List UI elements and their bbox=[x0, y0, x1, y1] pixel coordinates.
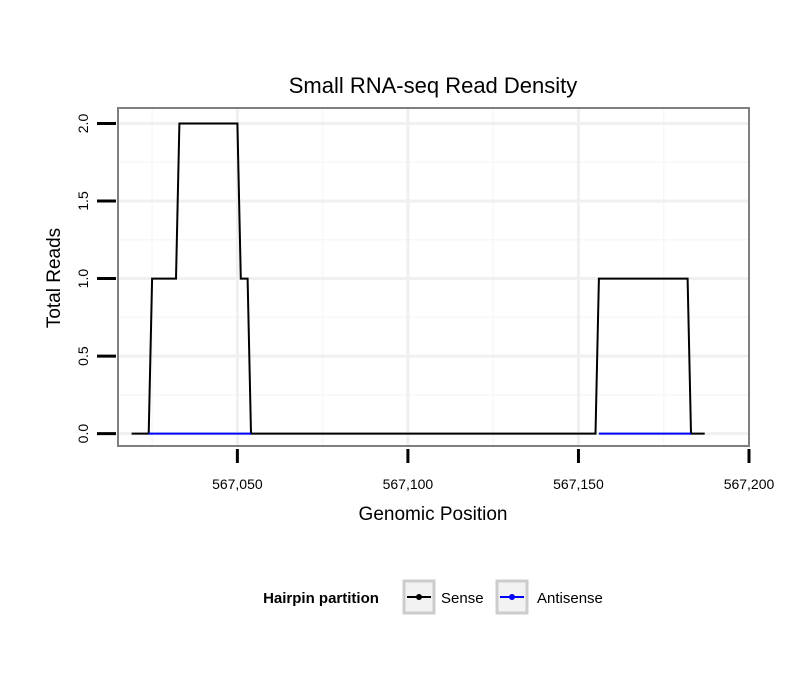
x-tick-label: 567,150 bbox=[553, 476, 604, 492]
legend-title: Hairpin partition bbox=[263, 590, 379, 607]
x-tick-label: 567,200 bbox=[724, 476, 775, 492]
legend-key-point-sense bbox=[416, 594, 422, 600]
y-tick-label: 0.0 bbox=[75, 424, 91, 444]
series-line-sense bbox=[131, 122, 705, 435]
x-axis: 567,050 567,100 567,150 567,200 bbox=[212, 449, 775, 492]
y-axis: 0.0 0.5 1.0 1.5 2.0 bbox=[75, 114, 116, 444]
legend: Hairpin partition Sense Antisense bbox=[263, 579, 603, 615]
y-tick-label: 0.5 bbox=[75, 346, 91, 366]
y-tick-label: 1.0 bbox=[75, 269, 91, 289]
panel-border bbox=[117, 107, 750, 447]
y-tick-label: 1.5 bbox=[75, 191, 91, 211]
legend-key-point-antisense bbox=[509, 594, 515, 600]
legend-item-sense: Sense bbox=[402, 579, 484, 615]
y-tick-label: 2.0 bbox=[75, 114, 91, 134]
y-axis-title: Total Reads bbox=[44, 228, 65, 328]
x-axis-title: Genomic Position bbox=[359, 504, 508, 525]
panel-background bbox=[118, 108, 749, 446]
plot-panel bbox=[117, 107, 750, 447]
legend-label-sense: Sense bbox=[441, 590, 484, 607]
legend-item-antisense: Antisense bbox=[495, 579, 603, 615]
chart-title: Small RNA-seq Read Density bbox=[289, 73, 578, 98]
x-tick-label: 567,100 bbox=[383, 476, 434, 492]
x-tick-label: 567,050 bbox=[212, 476, 263, 492]
legend-label-antisense: Antisense bbox=[537, 590, 603, 607]
